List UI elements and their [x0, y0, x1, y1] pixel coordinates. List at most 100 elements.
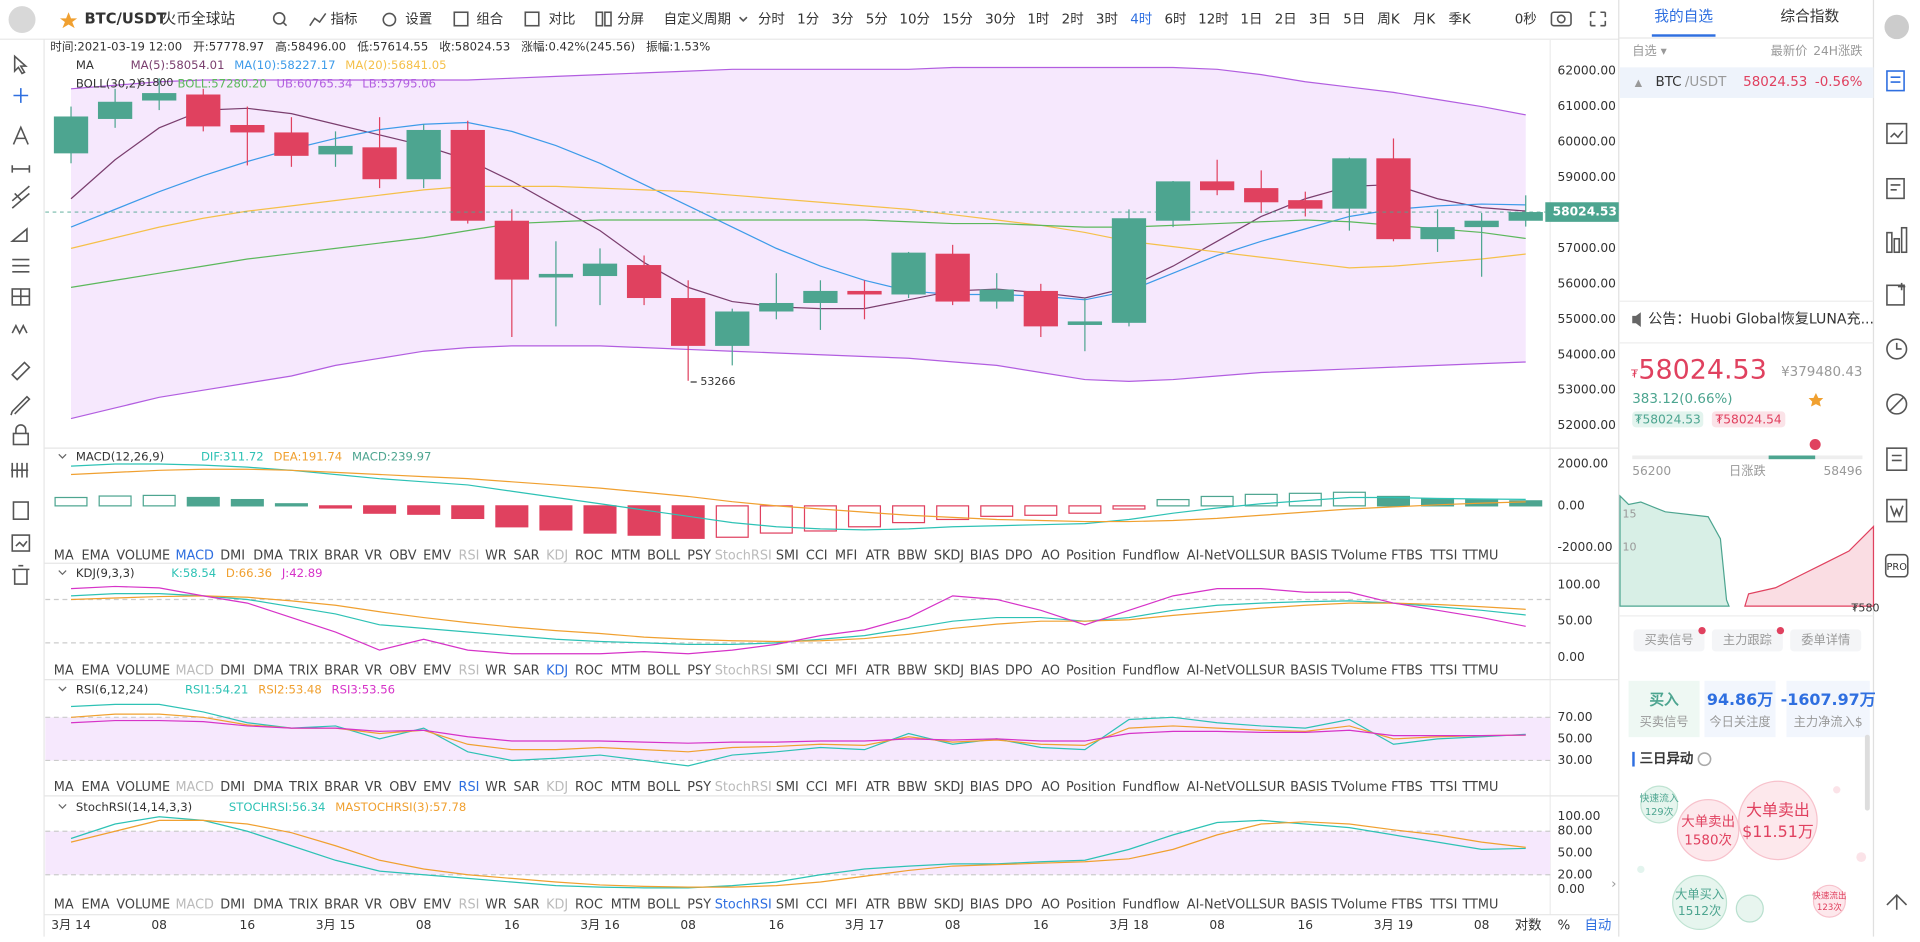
indicator-tab[interactable]: MA — [54, 780, 74, 795]
indicator-tab[interactable]: BBW — [897, 780, 927, 795]
indicator-tab[interactable]: VR — [365, 548, 383, 563]
indicator-tab[interactable]: MTM — [611, 780, 641, 795]
indicator-tab[interactable]: TRIX — [288, 664, 319, 679]
indicator-tab[interactable]: BBW — [897, 548, 927, 563]
indicator-tab[interactable]: SAR — [513, 664, 539, 679]
indicator-tab[interactable]: MFI — [835, 897, 857, 912]
period[interactable]: 10分 — [899, 12, 930, 28]
indicator-tab[interactable]: BRAR — [324, 664, 359, 679]
indicator-tab[interactable]: StochRSI — [715, 780, 772, 795]
indicator-tab[interactable]: MA — [54, 664, 74, 679]
indicator-tab[interactable]: Position — [1066, 548, 1116, 563]
indicator-tab[interactable]: PSY — [687, 897, 711, 912]
indicator-tab[interactable]: BBW — [897, 664, 927, 679]
period[interactable]: 分时 — [758, 12, 785, 28]
indicator-tab[interactable]: AI-NetVOL — [1187, 780, 1253, 795]
indicator-tab[interactable]: SKDJ — [934, 664, 964, 679]
indicator-tab[interactable]: TVolume — [1330, 664, 1387, 679]
bubble[interactable] — [1672, 874, 1728, 931]
indicator-tab[interactable]: AI-NetVOL — [1187, 897, 1253, 912]
indicator-tab[interactable]: DMA — [253, 780, 283, 795]
indicator-tab[interactable]: MACD — [175, 897, 214, 912]
indicator-tab[interactable]: TTSI — [1429, 897, 1457, 912]
indicator-tab[interactable]: MA — [54, 548, 74, 563]
indicator-tab[interactable]: BASIS — [1290, 548, 1328, 563]
bubble[interactable] — [1812, 884, 1846, 918]
indicator-tab[interactable]: VOLUME — [116, 664, 170, 679]
indicator-tab[interactable]: Fundflow — [1122, 548, 1180, 563]
indicator-tab[interactable]: BASIS — [1290, 780, 1328, 795]
list-header[interactable]: 自选 ▾ — [1632, 44, 1667, 58]
indicator-tab[interactable]: BBW — [897, 897, 927, 912]
period[interactable]: 月K — [1413, 13, 1436, 28]
indicator-tab[interactable]: Position — [1066, 897, 1116, 912]
bubble[interactable] — [1640, 785, 1679, 824]
indicator-tab[interactable]: ATR — [866, 897, 891, 912]
period[interactable]: 5分 — [866, 12, 888, 28]
indicator-tab[interactable]: FTBS — [1391, 664, 1423, 679]
indicator-tab[interactable]: Fundflow — [1122, 664, 1180, 679]
indicator-tab[interactable]: BIAS — [970, 548, 1000, 563]
period[interactable]: 4时 — [1130, 12, 1152, 28]
indicator-tab[interactable]: TVolume — [1330, 780, 1387, 795]
indicator-tab[interactable]: Position — [1066, 664, 1116, 679]
period[interactable]: 3时 — [1096, 12, 1118, 28]
search-icon[interactable] — [272, 12, 288, 27]
indicator-tab[interactable]: MACD — [175, 664, 214, 679]
indicator-tab[interactable]: SMI — [776, 780, 799, 795]
indicator-tab[interactable]: BRAR — [324, 548, 359, 563]
indicator-tab[interactable]: BRAR — [324, 897, 359, 912]
period[interactable]: 周K — [1377, 13, 1400, 28]
indicator-tab[interactable]: RSI — [459, 780, 480, 795]
indicator-tab[interactable]: DMI — [220, 664, 245, 679]
indicator-tab[interactable]: EMV — [423, 897, 451, 912]
indicator-tab[interactable]: StochRSI — [715, 897, 772, 912]
axis-control[interactable]: 自动 — [1584, 918, 1611, 934]
indicator-tab[interactable]: MFI — [835, 780, 857, 795]
period[interactable]: 2日 — [1275, 13, 1297, 28]
indicator-tab[interactable]: ROC — [575, 780, 603, 795]
period[interactable]: 30分 — [985, 12, 1016, 28]
period-menu[interactable]: 自定义周期 — [664, 12, 731, 28]
notice[interactable]: 公告：Huobi Global恢复LUNA充... — [1648, 311, 1874, 328]
indicator-tab[interactable]: KDJ — [546, 897, 568, 912]
indicator-tab[interactable]: DPO — [1005, 664, 1033, 679]
indicator-tab[interactable]: LSUR — [1252, 897, 1286, 912]
indicator-tab[interactable]: MTM — [611, 548, 641, 563]
indicator-tab[interactable]: SKDJ — [934, 780, 964, 795]
sidebar-tab[interactable]: 我的自选 — [1654, 8, 1713, 25]
indicator-tab[interactable]: CCI — [806, 664, 828, 679]
indicator-tab[interactable]: BASIS — [1290, 664, 1328, 679]
indicator-tab[interactable]: DMI — [220, 780, 245, 795]
period[interactable]: 1时 — [1027, 12, 1049, 28]
indicator-tab[interactable]: SMI — [776, 664, 799, 679]
indicator-tab[interactable]: TTMU — [1461, 664, 1498, 679]
indicator-tab[interactable]: Position — [1066, 780, 1116, 795]
axis-control[interactable]: % — [1558, 919, 1571, 934]
bubble[interactable] — [1738, 780, 1818, 861]
indicator-tab[interactable]: AO — [1041, 664, 1060, 679]
indicator-tab[interactable]: MFI — [835, 664, 857, 679]
indicator-tab[interactable]: PSY — [687, 780, 711, 795]
indicator-tab[interactable]: MA — [54, 897, 74, 912]
indicator-tab[interactable]: SMI — [776, 897, 799, 912]
indicator-tab[interactable]: KDJ — [546, 548, 568, 563]
indicator-tab[interactable]: WR — [485, 897, 507, 912]
indicator-tab[interactable]: VR — [365, 664, 383, 679]
indicator-tab[interactable]: OBV — [389, 548, 417, 563]
indicator-tab[interactable]: BOLL — [647, 780, 681, 795]
indicator-tab[interactable]: SKDJ — [934, 548, 964, 563]
star-icon[interactable] — [1808, 393, 1824, 407]
indicator-tab[interactable]: VR — [365, 897, 383, 912]
indicator-tab[interactable]: BOLL — [647, 548, 681, 563]
indicator-tab[interactable]: TRIX — [288, 548, 319, 563]
sidebar-tab[interactable]: 综合指数 — [1780, 8, 1839, 25]
indicator-tab[interactable]: DMI — [220, 548, 245, 563]
indicator-tab[interactable]: BIAS — [970, 897, 1000, 912]
indicator-tab[interactable]: AO — [1041, 897, 1060, 912]
indicator-tab[interactable]: RSI — [459, 897, 480, 912]
indicator-tab[interactable]: Fundflow — [1122, 897, 1180, 912]
indicator-tab[interactable]: OBV — [389, 780, 417, 795]
indicator-tab[interactable]: VOLUME — [116, 780, 170, 795]
indicator-tab[interactable]: DMA — [253, 897, 283, 912]
